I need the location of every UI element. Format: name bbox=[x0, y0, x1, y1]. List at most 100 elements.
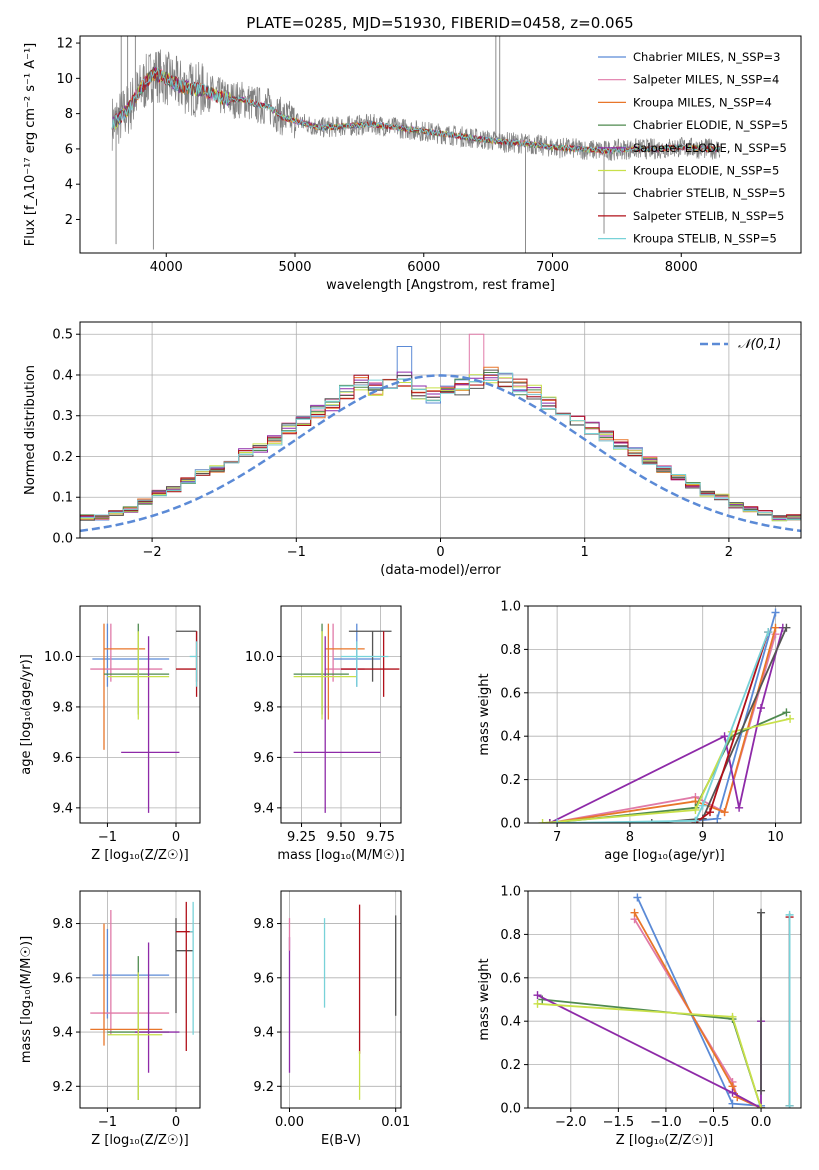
mass_vs_Z-xtick-label: −1 bbox=[98, 1115, 117, 1130]
weight_vs_age-xlabel: age [log₁₀(age/yr)] bbox=[604, 848, 725, 863]
legend-label: Kroupa STELIB, N_SSP=5 bbox=[633, 232, 777, 246]
weight-marker bbox=[764, 628, 773, 637]
spectrum-xlabel: wavelength [Angstrom, rest frame] bbox=[326, 278, 555, 293]
residuals-ytick-label: 0.3 bbox=[52, 409, 73, 424]
spectrum-xtick-label: 7000 bbox=[536, 260, 569, 275]
age_vs_Z-ytick-label: 9.4 bbox=[52, 801, 73, 816]
mass_vs_ebv-panel: 0.00 0.01 9.2 9.4 9.6 9.8 E(B-V) bbox=[253, 890, 410, 1148]
weight_vs_Z-xtick-label: −1.5 bbox=[603, 1115, 635, 1130]
weight-marker bbox=[691, 816, 700, 823]
weight-marker bbox=[633, 893, 642, 902]
weight-marker bbox=[533, 999, 542, 1008]
age_vs_Z-xtick-label: −1 bbox=[98, 830, 117, 845]
mass_vs_ebv-ytick-label: 9.4 bbox=[253, 1026, 274, 1041]
weight_vs_age-axes: 7 8 9 10 0.0 0.2 0.4 0.6 0.8 1.0 age [log₁₀(age/yr… bbox=[477, 600, 802, 863]
age_vs_Z-xlabel: Z [log₁₀(Z/Z☉)] bbox=[91, 848, 188, 863]
weight_vs_Z-marks bbox=[533, 893, 794, 1108]
weight-marker bbox=[720, 732, 729, 741]
age_vs_mass-xtick-label: 9.75 bbox=[366, 830, 395, 845]
residuals-axes: −2 −1 0 1 2 0.0 0.1 0.2 0.3 0.4 0.5 (data-model)/er… bbox=[23, 321, 802, 578]
weight_vs_age-xtick-label: 8 bbox=[626, 830, 634, 845]
weight_vs_age-ytick-label: 1.0 bbox=[500, 600, 521, 615]
spectrum-legend: Chabrier MILES, N_SSP=3 Salpeter MILES, N… bbox=[598, 50, 788, 246]
weight_vs_Z-xlabel: Z [log₁₀(Z/Z☉)] bbox=[616, 1133, 713, 1148]
weight_vs_age-plot-frame bbox=[527, 605, 802, 824]
mass_vs_Z-ytick-label: 9.8 bbox=[52, 917, 73, 932]
weight_vs_age-xtick-label: 7 bbox=[553, 830, 561, 845]
weight_vs_Z-ytick-label: 0.4 bbox=[500, 1015, 521, 1030]
weight-marker bbox=[713, 814, 722, 823]
weight-marker bbox=[771, 623, 780, 632]
age_vs_Z-plot-frame bbox=[79, 605, 201, 824]
residuals-panel: −2 −1 0 1 2 0.0 0.1 0.2 0.3 0.4 0.5 (data-model)/er… bbox=[23, 321, 802, 578]
spectrum-ytick-label: 6 bbox=[65, 142, 73, 157]
spectrum-ytick-label: 12 bbox=[56, 37, 73, 52]
legend-label: Chabrier ELODIE, N_SSP=5 bbox=[633, 118, 788, 132]
residuals-ytick-label: 0.2 bbox=[52, 450, 73, 465]
model-line-8 bbox=[111, 66, 721, 155]
weight_vs_Z-ytick-label: 1.0 bbox=[500, 885, 521, 900]
weight_vs_age-ytick-label: 0.0 bbox=[500, 817, 521, 832]
weight_vs_age-xtick-label: 10 bbox=[767, 830, 784, 845]
spectrum-xtick-label: 5000 bbox=[278, 260, 311, 275]
weight-marker bbox=[728, 1088, 737, 1097]
age_vs_mass-xlabel: mass [log₁₀(M/M☉)] bbox=[277, 848, 404, 863]
residuals-ytick-label: 0.0 bbox=[52, 532, 73, 547]
weight_vs_Z-xtick-label: 0.0 bbox=[751, 1115, 772, 1130]
mass_vs_ebv-xtick-label: 0.01 bbox=[381, 1115, 410, 1130]
mass_vs_ebv-ytick-label: 9.2 bbox=[253, 1080, 274, 1095]
histogram-step-cyan bbox=[80, 372, 801, 523]
weight_vs_age-ytick-label: 0.2 bbox=[500, 773, 521, 788]
weight-line-cyan bbox=[557, 631, 770, 823]
weight_vs_age-ylabel: mass weight bbox=[477, 673, 492, 755]
mass_vs_Z-plot-frame bbox=[79, 890, 201, 1109]
mass_vs_Z-ylabel: mass [log₁₀(M/M☉)] bbox=[19, 936, 34, 1063]
weight-line-orange bbox=[549, 627, 777, 823]
legend-label: Chabrier STELIB, N_SSP=5 bbox=[633, 186, 785, 200]
weight-marker bbox=[720, 808, 729, 817]
age_vs_Z-ylabel: age [log₁₀(age/yr)] bbox=[19, 654, 34, 775]
weight-marker bbox=[757, 1104, 766, 1108]
legend-label: Kroupa MILES, N_SSP=4 bbox=[633, 95, 772, 109]
spectrum-ytick-label: 8 bbox=[65, 107, 73, 122]
weight-marker bbox=[545, 819, 554, 823]
age_vs_mass-panel: 9.25 9.50 9.75 9.4 9.6 9.8 10.0 mass [log₁₀(M/M… bbox=[245, 605, 405, 863]
residuals-ytick-label: 0.1 bbox=[52, 491, 73, 506]
spectrum-xtick-label: 8000 bbox=[665, 260, 698, 275]
age_vs_mass-ytick-label: 10.0 bbox=[245, 650, 274, 665]
age_vs_Z-xtick-label: 0 bbox=[172, 830, 180, 845]
weight_vs_age-ytick-label: 0.6 bbox=[500, 686, 521, 701]
spectrum-axes: 4000 5000 6000 7000 8000 2 4 6 8 10 12 wavelength [… bbox=[23, 35, 802, 293]
mass_vs_ebv-xtick-label: 0.00 bbox=[275, 1115, 304, 1130]
age_vs_Z-marks bbox=[90, 623, 198, 813]
age_vs_Z-axes: −1 0 9.4 9.6 9.8 10.0 Z [log₁₀(Z/Z☉)] age [log₁… bbox=[19, 605, 201, 863]
weight-marker bbox=[785, 1101, 794, 1108]
age_vs_mass-ytick-label: 9.6 bbox=[253, 751, 274, 766]
weight_vs_Z-ylabel: mass weight bbox=[477, 958, 492, 1040]
weight-marker bbox=[630, 908, 639, 917]
mass_vs_ebv-xlabel: E(B-V) bbox=[321, 1133, 361, 1148]
weight-marker bbox=[691, 805, 700, 814]
mass_vs_Z-axes: −1 0 9.2 9.4 9.6 9.8 Z [log₁₀(Z/Z☉)] mass [log₁… bbox=[19, 890, 201, 1148]
legend-label: Chabrier MILES, N_SSP=3 bbox=[633, 50, 780, 64]
weight-marker bbox=[698, 801, 707, 810]
mass_vs_Z-xtick-label: 0 bbox=[172, 1115, 180, 1130]
spectrum-marks bbox=[111, 36, 721, 253]
mass_vs_ebv-marks bbox=[288, 904, 397, 1100]
weight_vs_Z-ytick-label: 0.8 bbox=[500, 928, 521, 943]
weight-marker bbox=[786, 714, 795, 723]
mass_vs_Z-marks bbox=[90, 901, 194, 1100]
age_vs_Z-ytick-label: 9.6 bbox=[52, 751, 73, 766]
spectrum-ytick-label: 2 bbox=[65, 213, 73, 228]
age_vs_mass-marks bbox=[293, 623, 400, 813]
weight_vs_Z-xtick-label: −2.0 bbox=[555, 1115, 587, 1130]
spectrum-xtick-label: 6000 bbox=[407, 260, 440, 275]
spectrum-xtick-label: 4000 bbox=[150, 260, 183, 275]
residuals-ytick-label: 0.5 bbox=[52, 328, 73, 343]
residuals-xtick-label: 2 bbox=[725, 545, 733, 560]
residuals-xtick-label: −2 bbox=[143, 545, 162, 560]
mass_vs_Z-panel: −1 0 9.2 9.4 9.6 9.8 Z [log₁₀(Z/Z☉)] mass [log₁… bbox=[19, 890, 201, 1148]
weight_vs_age-ytick-label: 0.4 bbox=[500, 730, 521, 745]
